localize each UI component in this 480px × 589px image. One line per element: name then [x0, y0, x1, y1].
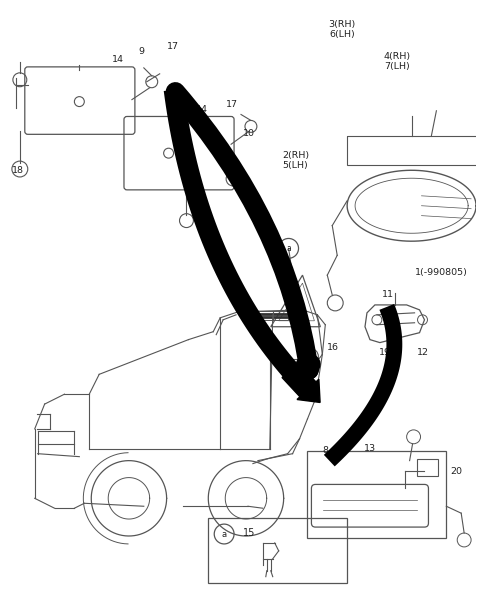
Text: 8: 8 [323, 446, 328, 455]
Text: 4(RH): 4(RH) [383, 52, 410, 61]
Text: 3(RH): 3(RH) [328, 20, 356, 29]
Text: a: a [222, 530, 227, 538]
Text: a: a [286, 244, 291, 253]
Text: 6(LH): 6(LH) [329, 30, 355, 39]
Text: 1(-990805): 1(-990805) [415, 268, 468, 277]
Text: 20: 20 [450, 466, 462, 475]
Text: 18: 18 [201, 216, 213, 224]
Bar [417, 459, 438, 477]
Polygon shape [324, 304, 402, 466]
Bar [347, 135, 480, 166]
Text: 14: 14 [112, 55, 124, 64]
Text: 17: 17 [167, 42, 179, 51]
Text: 12: 12 [417, 348, 429, 356]
Text: 14: 14 [196, 105, 208, 114]
Text: 10: 10 [243, 130, 255, 138]
Text: 15: 15 [243, 528, 255, 538]
Bar [308, 451, 446, 538]
Text: 5(LH): 5(LH) [283, 161, 309, 170]
Text: 13: 13 [364, 444, 376, 453]
Text: 16: 16 [327, 343, 339, 352]
Text: 17: 17 [226, 100, 238, 108]
Text: 19: 19 [379, 348, 391, 356]
Text: 18: 18 [12, 166, 24, 175]
FancyArrow shape [282, 363, 320, 402]
Bar [246, 311, 288, 320]
Bar [208, 518, 347, 583]
Text: 11: 11 [382, 290, 394, 299]
Text: 2(RH): 2(RH) [283, 151, 310, 160]
Text: 7(LH): 7(LH) [384, 62, 409, 71]
Polygon shape [164, 88, 320, 401]
Text: 9: 9 [139, 47, 145, 56]
